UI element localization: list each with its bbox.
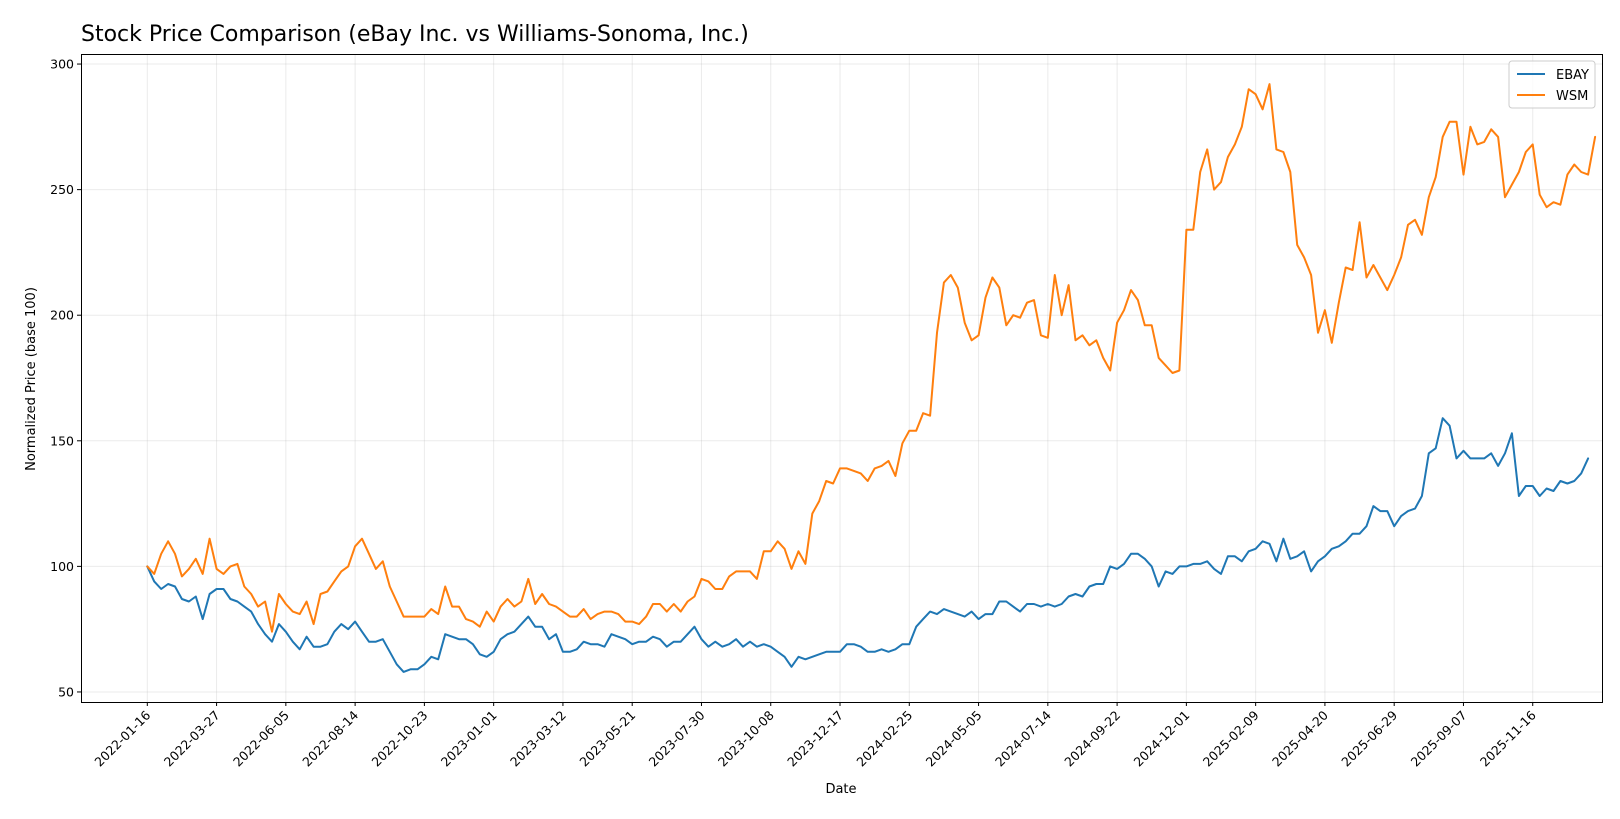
x-axis: 2022-01-16 2022-03-27 2022-06-05 2022-08-14…	[91, 702, 1539, 770]
x-tick-label: 2025-09-07	[1408, 708, 1470, 770]
x-tick-label: 2023-01-01	[438, 708, 500, 770]
y-axis: 50 100 150 200 250 300	[50, 57, 81, 699]
series-line-wsm	[146, 83, 1597, 633]
x-tick-label: 2024-09-22	[1061, 708, 1123, 770]
legend-label-ebay: EBAY	[1556, 68, 1589, 83]
x-tick-label: 2025-06-29	[1338, 707, 1400, 769]
x-tick-label: 2022-03-27	[161, 708, 223, 770]
x-tick-label: 2024-02-25	[853, 708, 915, 770]
y-tick-label: 150	[50, 433, 74, 448]
y-axis-label: Normalized Price (base 100)	[24, 287, 39, 471]
chart-title: Stock Price Comparison (eBay Inc. vs Wil…	[81, 22, 749, 47]
y-tick-label: 300	[50, 57, 74, 72]
legend: EBAY WSM	[1508, 60, 1596, 109]
plot-frame	[81, 54, 1603, 703]
x-axis-label: Date	[825, 782, 856, 797]
x-tick-label: 2022-08-14	[299, 707, 361, 769]
x-tick-label: 2024-05-05	[923, 708, 985, 770]
grid	[81, 54, 1602, 702]
x-tick-label: 2023-12-17	[784, 708, 846, 770]
series-line-ebay	[146, 417, 1590, 673]
series-layer	[146, 83, 1597, 673]
legend-box	[1508, 60, 1596, 109]
x-tick-label: 2023-05-21	[576, 708, 638, 770]
x-tick-label: 2025-11-16	[1477, 707, 1539, 769]
x-tick-label: 2025-04-20	[1269, 707, 1331, 769]
x-tick-label: 2024-12-01	[1131, 708, 1193, 770]
x-tick-label: 2022-01-16	[91, 707, 153, 769]
x-tick-label: 2023-07-30	[646, 707, 708, 769]
x-tick-label: 2023-03-12	[507, 708, 569, 770]
x-tick-label: 2025-02-09	[1200, 707, 1262, 769]
y-tick-label: 250	[50, 182, 74, 197]
x-tick-label: 2022-10-23	[369, 708, 431, 770]
y-tick-label: 50	[58, 684, 74, 699]
legend-label-wsm: WSM	[1556, 89, 1588, 104]
y-tick-label: 200	[50, 308, 74, 323]
y-tick-label: 100	[50, 559, 74, 574]
x-tick-label: 2023-10-08	[715, 707, 777, 769]
x-tick-label: 2024-07-14	[992, 707, 1054, 769]
x-tick-label: 2022-06-05	[230, 708, 292, 770]
